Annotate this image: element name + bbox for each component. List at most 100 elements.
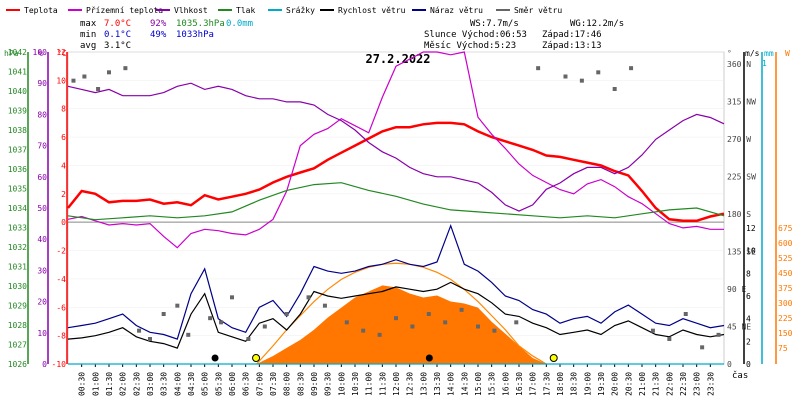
legend-label: Rychlost větru — [338, 6, 406, 15]
pressure-tick-label: 1031 — [8, 263, 27, 272]
wind-direction-point — [716, 332, 721, 337]
header-celsius: °C — [57, 49, 67, 58]
stat-sun: Slunce Východ:06:53 — [424, 30, 527, 40]
wind-direction-point — [230, 295, 234, 300]
x-tick-label: 15:30 — [488, 372, 497, 396]
windspeed-tick-label: 0 — [746, 360, 751, 369]
x-tick-label: 05:30 — [214, 372, 223, 396]
solar-tick-label: 300 — [778, 299, 793, 308]
x-tick-label: 03:00 — [146, 372, 155, 396]
header-ms: m/s — [745, 49, 760, 58]
humidity-tick-label: 20 — [37, 298, 47, 307]
wind-direction-point — [426, 312, 431, 316]
header-w: W — [785, 49, 790, 58]
wind-direction-point — [492, 328, 497, 333]
winddir-tick-label: 180 S — [727, 210, 751, 219]
pressure-tick-label: 1027 — [8, 341, 27, 350]
humidity-tick-label: 0 — [42, 360, 47, 369]
humidity-tick-label: 30 — [37, 266, 47, 275]
legend-label: Směr větru — [514, 6, 562, 15]
x-tick-label: 10:30 — [351, 372, 360, 396]
x-tick-label: 08:00 — [283, 372, 292, 396]
legend-label: Vlhkost — [174, 6, 208, 15]
windspeed-tick-label: 6 — [746, 292, 751, 301]
solar-tick-label: 225 — [778, 314, 793, 323]
wind-direction-point — [361, 328, 366, 333]
windspeed-tick-label: 4 — [746, 315, 751, 324]
x-tick-label: 09:00 — [310, 372, 319, 396]
winddir-tick-label: 315 NW — [727, 98, 756, 107]
moon-marker — [425, 354, 433, 362]
wind-direction-point — [563, 74, 568, 79]
temperature-tick-label: -10 — [52, 360, 67, 369]
legend-label: Srážky — [286, 6, 315, 15]
temperature-tick-label: -4 — [56, 275, 66, 284]
stat-max-rain: 0.0mm — [226, 19, 253, 29]
humidity-tick-label: 90 — [37, 79, 47, 88]
axis-headers: hPa % °C ° m/s mm W — [4, 49, 790, 58]
x-tick-label: 14:30 — [460, 372, 469, 396]
windspeed-tick-label: 2 — [746, 337, 751, 346]
humidity-tick-label: 70 — [37, 142, 47, 151]
series-line — [67, 182, 725, 221]
legend-label: Náraz větru — [430, 6, 483, 15]
x-tick-label: 09:30 — [324, 372, 333, 396]
temperature-tick-label: -6 — [56, 303, 66, 312]
stat-max-press: 1035.3hPa — [176, 19, 225, 29]
wind-direction-point — [186, 332, 191, 337]
solar-tick-label: 150 — [778, 329, 793, 338]
wind-direction-point — [579, 78, 584, 83]
sun-marker — [549, 354, 558, 362]
header-hpa: hPa — [4, 49, 19, 58]
pressure-tick-label: 1041 — [8, 68, 27, 77]
wind-direction-point — [459, 307, 464, 312]
wind-direction-point — [650, 328, 655, 333]
legend-label: Tlak — [236, 6, 255, 15]
date-title: 27.2.2022 — [365, 52, 430, 66]
x-tick-label: 12:00 — [392, 372, 401, 396]
x-tick-label: 19:00 — [583, 372, 592, 396]
wind-direction-point — [284, 312, 289, 316]
rain-tick-label: 1 — [762, 59, 767, 68]
pressure-tick-label: 1030 — [8, 282, 27, 291]
windspeed-tick-label: 12 — [746, 224, 756, 233]
x-tick-label: 19:30 — [597, 372, 606, 396]
stat-min-label: min — [80, 30, 96, 40]
pressure-tick-label: 1039 — [8, 107, 27, 116]
x-tick-label: 01:30 — [105, 372, 114, 396]
wind-direction-point — [683, 312, 688, 316]
temperature-tick-label: 2 — [61, 190, 66, 199]
wind-direction-point — [262, 324, 267, 329]
stat-min-temp: 0.1°C — [104, 30, 131, 40]
x-tick-label: 18:00 — [556, 372, 565, 396]
winddir-tick-label: 225 SW — [727, 173, 756, 182]
wind-direction-point — [96, 87, 101, 91]
solar-theoretical-line — [256, 262, 547, 365]
wind-direction-point — [306, 295, 311, 300]
wind-direction-point — [394, 316, 398, 321]
stat-ws: WS:7.7m/s — [470, 19, 519, 29]
wind-direction-point — [612, 87, 617, 91]
x-tick-label: 12:30 — [406, 372, 415, 396]
wind-direction-point — [443, 320, 448, 325]
wind-direction-point — [410, 324, 415, 329]
x-tick-label: 17:00 — [529, 372, 538, 396]
winddir-tick-label: 45 NE — [727, 323, 751, 332]
wind-direction-point — [514, 320, 519, 325]
wind-direction-point — [536, 66, 541, 71]
x-tick-label: 22:30 — [679, 372, 688, 396]
x-tick-label: 06:00 — [228, 372, 237, 396]
wind-direction-point — [596, 70, 601, 75]
humidity-tick-label: 100 — [33, 48, 48, 57]
winddir-tick-label: 270 W — [727, 135, 751, 144]
legend-entry: Směr větru — [496, 6, 562, 15]
stat-max-hum: 92% — [150, 19, 167, 29]
x-tick-label: 18:30 — [570, 372, 579, 396]
wind-direction-point — [161, 312, 166, 316]
wind-direction-point — [629, 66, 634, 71]
x-tick-label: 20:00 — [611, 372, 620, 396]
x-tick-label: 23:00 — [693, 372, 702, 396]
solar-tick-label: 675 — [778, 224, 793, 233]
x-tick-label: 00:30 — [78, 372, 87, 396]
legend-entry: Přízemní teplota — [68, 6, 163, 15]
